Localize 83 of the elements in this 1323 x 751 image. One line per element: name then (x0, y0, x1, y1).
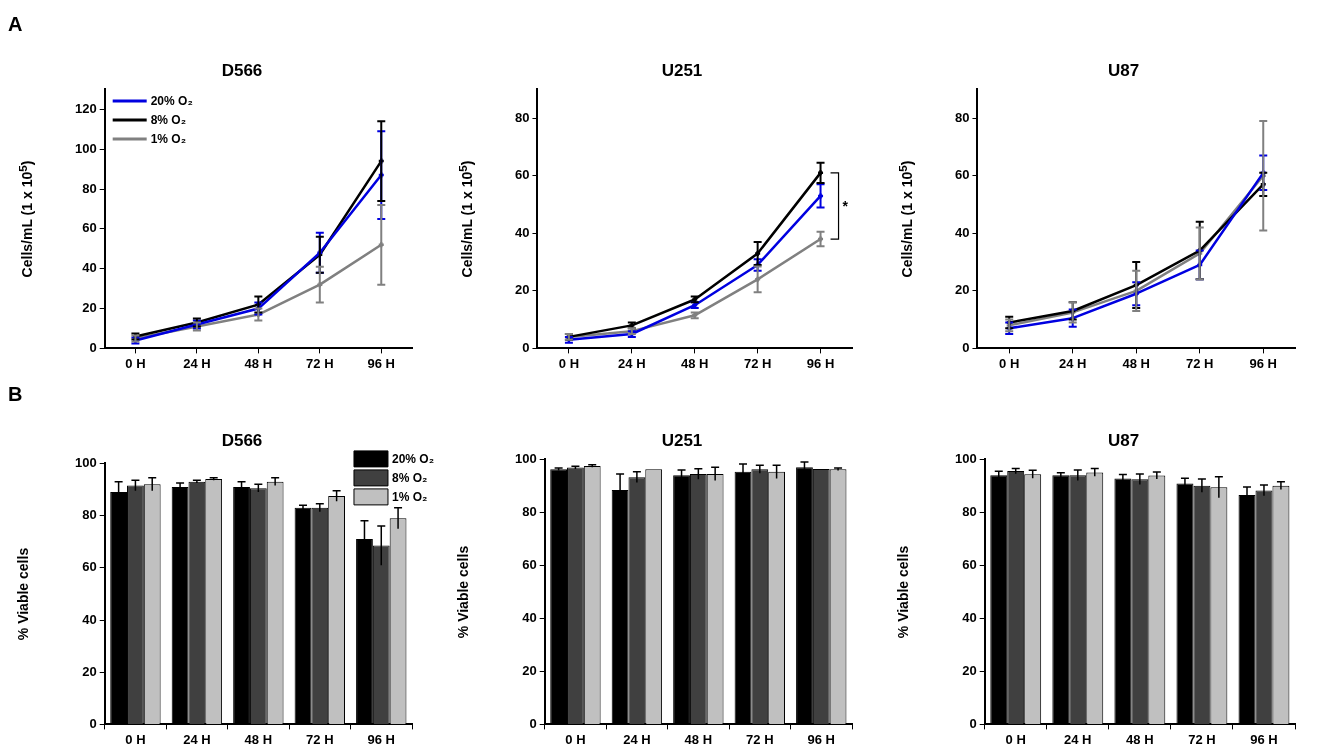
y-tick-label: 40 (82, 611, 97, 627)
chart-title: D566 (221, 430, 263, 450)
x-tick-label: 0 H (558, 355, 580, 371)
y-tick-label: 40 (962, 609, 977, 625)
y-tick-label: 80 (522, 503, 537, 519)
x-tick-label: 96 H (807, 731, 835, 747)
y-tick-label: 0 (89, 715, 97, 731)
y-tick-label: 0 (969, 715, 977, 731)
y-tick-label: 40 (954, 224, 970, 240)
y-tick-label: 40 (514, 224, 530, 240)
x-tick-label: 24 H (623, 731, 651, 747)
x-tick-label: 48 H (244, 731, 273, 747)
legend-label: 20% O₂ (391, 452, 435, 467)
x-tick-label: 48 H (681, 355, 709, 371)
legend-label: 20% O₂ (150, 94, 193, 109)
y-tick-label: 60 (82, 220, 97, 236)
x-tick-label: 0 H (125, 355, 146, 371)
x-tick-label: 24 H (618, 355, 646, 371)
x-tick-label: 72 H (743, 355, 772, 371)
y-tick-label: 100 (954, 450, 977, 466)
y-tick-label: 60 (954, 167, 970, 183)
y-tick-label: 20 (82, 300, 97, 316)
y-tick-label: 60 (514, 167, 530, 183)
legend-label: 1% O₂ (391, 490, 428, 505)
x-tick-label: 24 H (183, 355, 211, 371)
y-tick-label: 40 (522, 609, 537, 625)
annotation: * (842, 198, 849, 215)
y-tick-label: 0 (522, 339, 530, 355)
y-tick-label: 60 (962, 556, 977, 572)
chart-title: U87 (1107, 430, 1140, 450)
x-tick-label: 48 H (244, 355, 273, 371)
x-tick-label: 24 H (1058, 355, 1087, 371)
chart-title: D566 (221, 60, 263, 80)
y-tick-label: 0 (89, 339, 97, 355)
x-tick-label: 72 H (746, 731, 774, 747)
y-tick-label: 100 (74, 140, 97, 156)
y-tick-label: 20 (954, 282, 970, 298)
y-tick-label: 100 (74, 454, 97, 470)
x-tick-label: 72 H (306, 731, 334, 747)
legend-label: 8% O₂ (150, 113, 187, 128)
x-tick-label: 24 H (1064, 731, 1092, 747)
y-tick-label: 120 (74, 100, 97, 116)
text: B (8, 383, 23, 406)
chart-title: U251 (661, 430, 703, 450)
y-tick-label: 20 (514, 282, 530, 298)
x-tick-label: 96 H (1249, 355, 1277, 371)
x-tick-label: 0 H (125, 731, 146, 747)
y-axis-title: % Viable cells (893, 544, 911, 641)
x-tick-label: 0 H (1005, 731, 1026, 747)
x-tick-label: 48 H (1122, 355, 1150, 371)
y-tick-label: 100 (514, 450, 537, 466)
text: A (8, 13, 23, 36)
y-tick-label: 80 (962, 503, 977, 519)
y-tick-label: 80 (954, 109, 970, 125)
x-tick-label: 96 H (1250, 731, 1278, 747)
legend-label: 8% O₂ (391, 471, 428, 486)
y-tick-label: 60 (522, 556, 537, 572)
y-tick-label: 0 (529, 715, 537, 731)
x-tick-label: 48 H (1126, 731, 1154, 747)
x-tick-label: 96 H (806, 355, 835, 371)
x-tick-label: 0 H (999, 355, 1020, 371)
y-tick-label: 80 (514, 109, 530, 125)
x-tick-label: 96 H (367, 355, 395, 371)
y-tick-label: 20 (522, 662, 537, 678)
x-tick-label: 72 H (1188, 731, 1216, 747)
y-axis-title: % Viable cells (13, 546, 31, 643)
y-tick-label: 80 (82, 180, 97, 196)
x-tick-label: 72 H (306, 355, 334, 371)
x-tick-label: 0 H (565, 731, 586, 747)
x-tick-label: 24 H (183, 731, 211, 747)
y-axis-title: % Viable cells (453, 544, 471, 641)
y-tick-label: 0 (962, 339, 970, 355)
x-tick-label: 96 H (367, 731, 395, 747)
y-tick-label: 20 (82, 663, 97, 679)
legend-label: 1% O₂ (150, 132, 187, 147)
y-tick-label: 80 (82, 507, 97, 523)
chart-title: U87 (1107, 60, 1140, 80)
y-tick-label: 20 (962, 662, 977, 678)
chart-title: U251 (661, 60, 703, 80)
x-tick-label: 48 H (684, 731, 713, 747)
y-tick-label: 40 (82, 260, 97, 276)
y-tick-label: 60 (82, 559, 97, 575)
x-tick-label: 72 H (1186, 355, 1214, 371)
